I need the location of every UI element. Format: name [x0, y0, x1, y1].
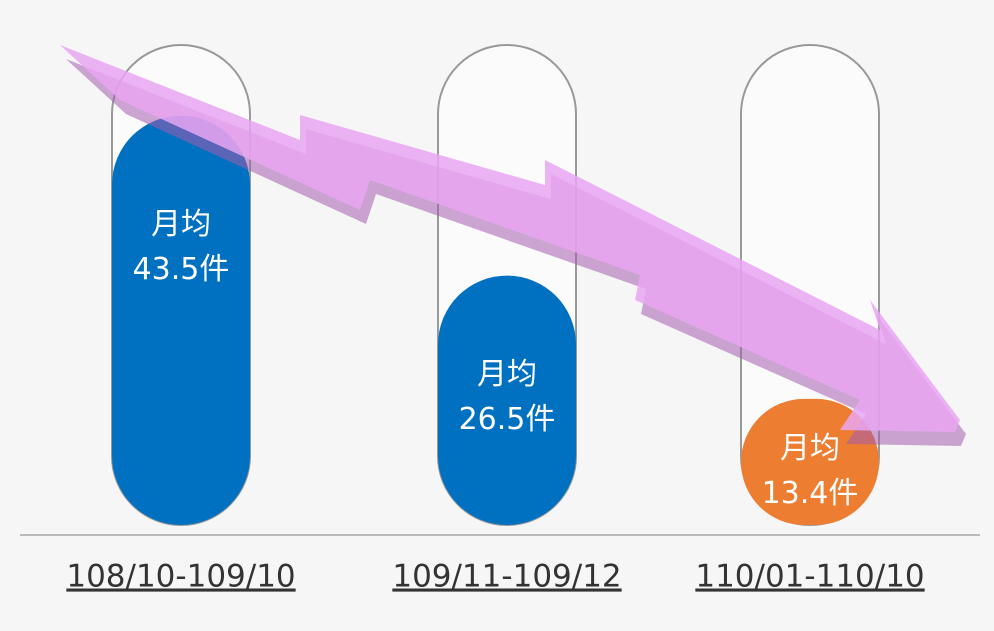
value-label: 26.5件 [459, 402, 556, 437]
bar [112, 116, 250, 525]
value-label: 43.5件 [133, 252, 230, 287]
x-tick-label: 110/01-110/10 [695, 559, 924, 595]
bar [438, 276, 576, 525]
value-label-prefix: 月均 [477, 357, 537, 392]
value-label: 13.4件 [762, 476, 859, 511]
x-tick-label: 109/11-109/12 [392, 559, 621, 595]
chart: 月均 43.5件 108/10-109/10 月均 26.5件 109/11-109/12… [0, 0, 994, 631]
value-label-prefix: 月均 [151, 207, 211, 242]
x-tick-label: 108/10-109/10 [66, 559, 295, 595]
value-label-prefix: 月均 [780, 431, 840, 466]
